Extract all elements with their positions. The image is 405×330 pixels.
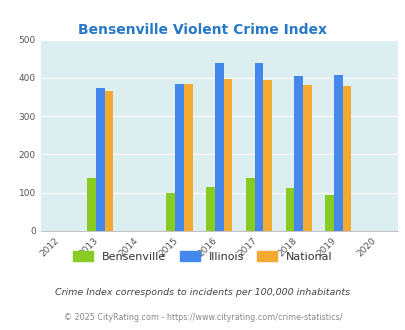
Bar <box>183 84 192 231</box>
Bar <box>104 90 113 231</box>
Bar <box>342 86 351 231</box>
Text: © 2025 CityRating.com - https://www.cityrating.com/crime-statistics/: © 2025 CityRating.com - https://www.city… <box>64 313 341 322</box>
Bar <box>285 188 294 231</box>
Bar <box>223 79 232 231</box>
Bar <box>175 84 183 231</box>
Bar <box>214 63 223 231</box>
Bar <box>263 80 271 231</box>
Bar <box>324 195 333 231</box>
Bar <box>166 193 175 231</box>
Bar <box>254 63 263 231</box>
Bar <box>294 76 302 231</box>
Bar <box>87 178 96 231</box>
Text: Bensenville Violent Crime Index: Bensenville Violent Crime Index <box>78 23 327 37</box>
Legend: Bensenville, Illinois, National: Bensenville, Illinois, National <box>68 247 337 267</box>
Bar <box>333 75 342 231</box>
Bar <box>302 85 311 231</box>
Bar <box>96 88 104 231</box>
Bar <box>206 186 214 231</box>
Bar <box>245 178 254 231</box>
Text: Crime Index corresponds to incidents per 100,000 inhabitants: Crime Index corresponds to incidents per… <box>55 288 350 297</box>
